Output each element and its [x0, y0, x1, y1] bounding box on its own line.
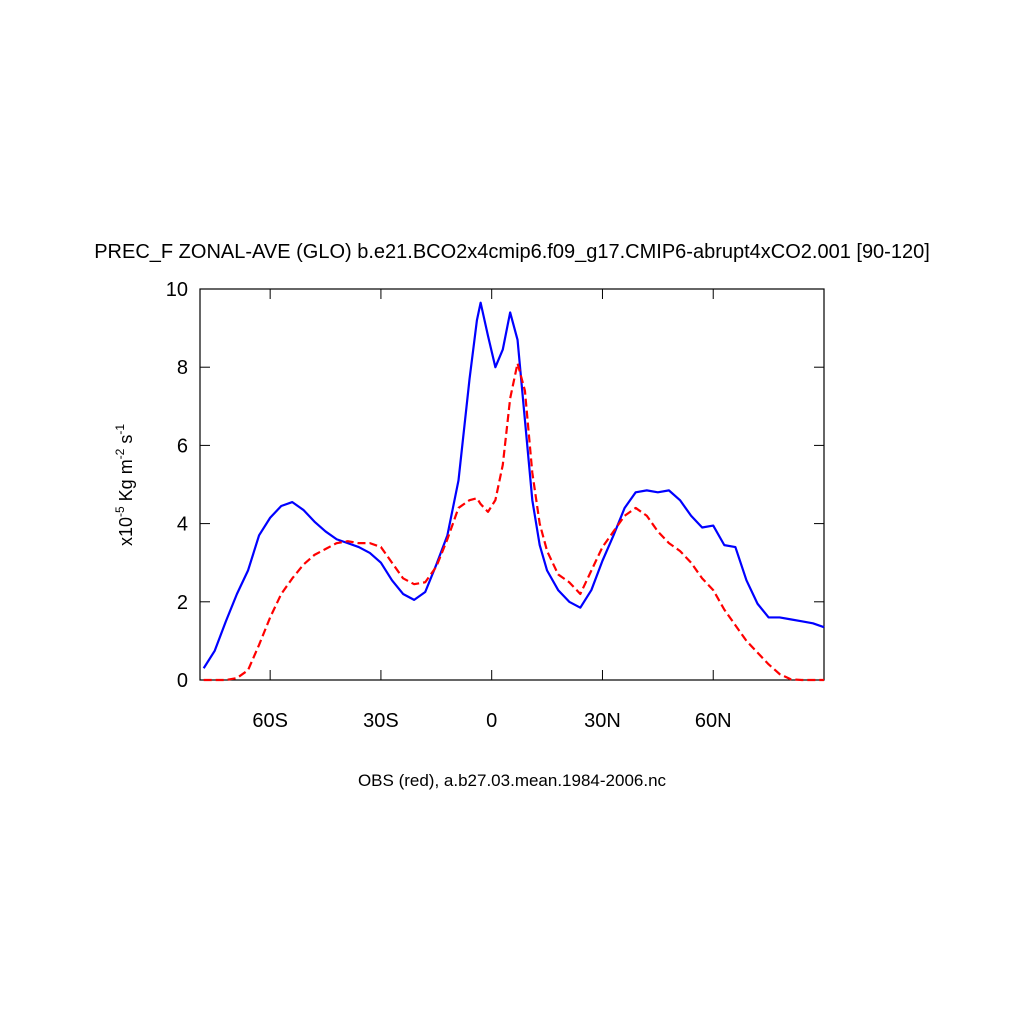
x-tick-label: 0: [486, 710, 497, 732]
y-axis-label-part: -1: [113, 424, 127, 435]
y-tick-label: 0: [177, 670, 188, 692]
x-tick-label: 30N: [584, 710, 621, 732]
y-axis-label-part: x10: [116, 517, 136, 546]
x-tick-label: 60N: [695, 710, 732, 732]
y-tick-label: 4: [177, 514, 188, 536]
y-tick-label: 10: [166, 279, 188, 301]
data-line: [202, 301, 825, 669]
y-axis-label-part: -5: [113, 506, 127, 517]
data-line: [203, 362, 824, 682]
y-axis-label: x10-5 Kg m-2 s-1: [113, 424, 136, 546]
plot-frame: [199, 288, 825, 681]
y-axis-label-part: s: [116, 435, 136, 449]
y-tick-label: 2: [177, 592, 188, 614]
x-tick-label: 30S: [363, 710, 399, 732]
chart-title: PREC_F ZONAL-AVE (GLO) b.e21.BCO2x4cmip6…: [94, 241, 930, 263]
y-tick-label: 8: [177, 357, 188, 379]
caption: OBS (red), a.b27.03.mean.1984-2006.nc: [358, 771, 667, 790]
y-tick-label: 6: [177, 435, 188, 457]
x-tick-label: 60S: [252, 710, 288, 732]
y-axis-label-part: Kg m: [116, 459, 136, 506]
y-axis-label-part: -2: [113, 448, 127, 459]
